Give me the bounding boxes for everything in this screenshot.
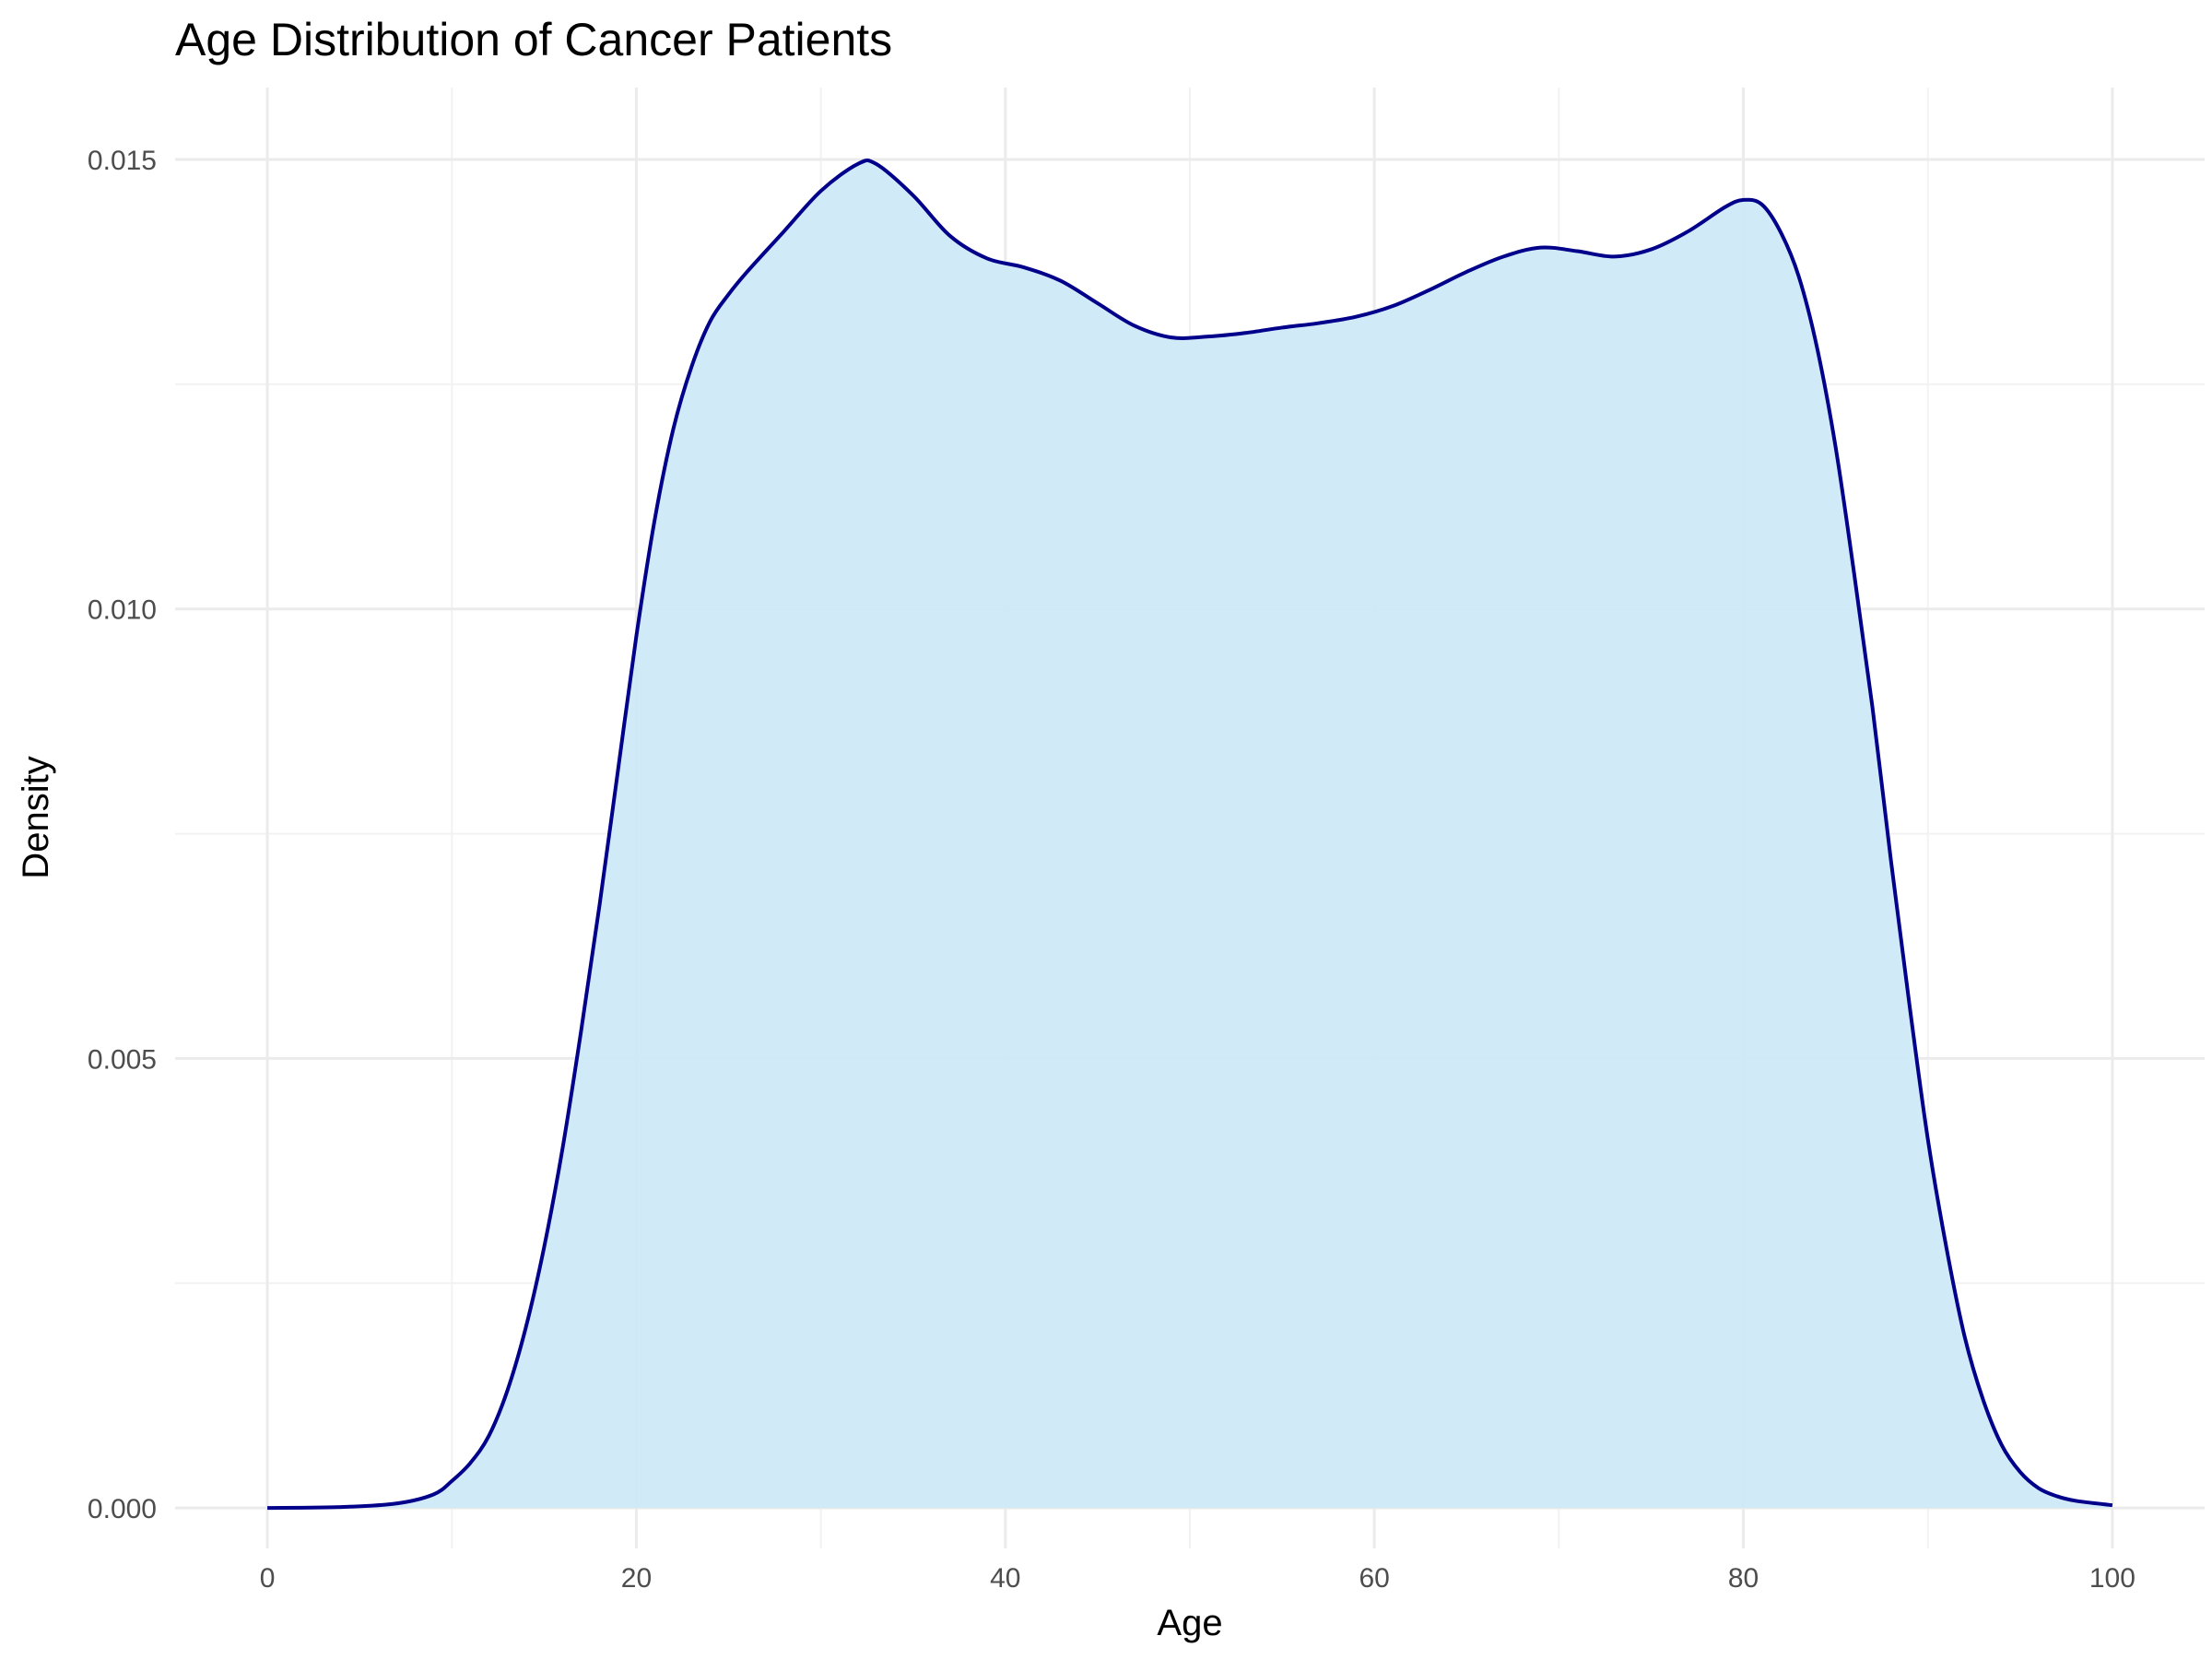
x-axis-ticks: 0 20 40 60 80 100 bbox=[260, 1563, 2136, 1594]
x-tick-label: 100 bbox=[2089, 1563, 2136, 1594]
y-axis-ticks: 0.000 0.005 0.010 0.015 bbox=[88, 146, 157, 1524]
y-tick-label: 0.005 bbox=[88, 1044, 157, 1075]
x-tick-label: 0 bbox=[260, 1563, 276, 1594]
y-axis-title: Density bbox=[16, 756, 56, 878]
x-tick-label: 80 bbox=[1728, 1563, 1759, 1594]
x-tick-label: 40 bbox=[990, 1563, 1020, 1594]
y-tick-label: 0.010 bbox=[88, 595, 157, 626]
x-tick-label: 20 bbox=[621, 1563, 652, 1594]
x-axis-title: Age bbox=[1157, 1603, 1222, 1643]
x-tick-label: 60 bbox=[1359, 1563, 1389, 1594]
density-line bbox=[267, 158, 2113, 1511]
density-area bbox=[267, 159, 2112, 1509]
y-tick-label: 0.015 bbox=[88, 146, 157, 176]
chart-title: Age Distribution of Cancer Patients bbox=[175, 14, 892, 65]
y-tick-label: 0.000 bbox=[88, 1494, 157, 1524]
